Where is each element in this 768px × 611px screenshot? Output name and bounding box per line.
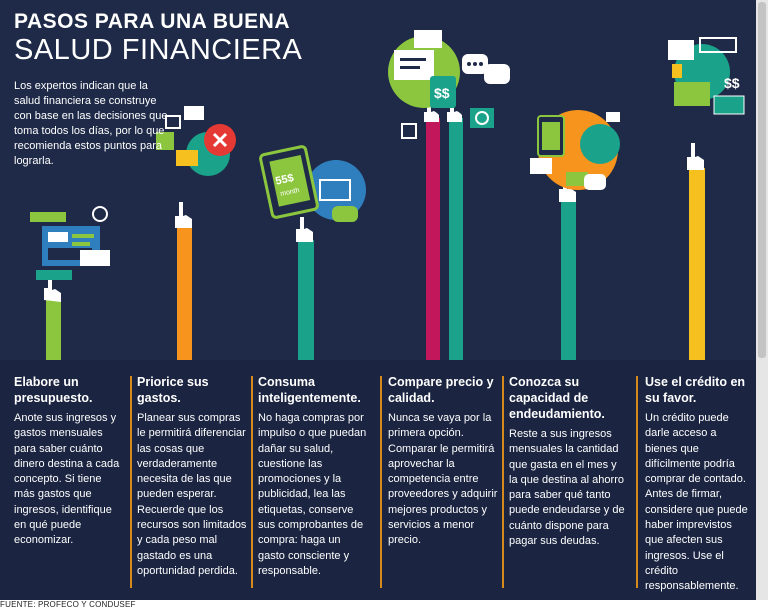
vertical-scrollbar[interactable] bbox=[756, 0, 768, 600]
step-5-heading: Conozca su capacidad de endeudamiento. bbox=[509, 375, 605, 421]
step-2: Priorice sus gastos. Planear sus compras… bbox=[137, 374, 247, 579]
divider bbox=[636, 376, 638, 588]
pole-orange-2 bbox=[177, 226, 192, 360]
credit-cluster: $$ bbox=[668, 37, 745, 115]
phone-amount: 55$ bbox=[274, 172, 294, 188]
step-2-body: Planear sus compras le permitirá diferen… bbox=[137, 412, 247, 577]
priorities-cluster bbox=[156, 106, 236, 176]
step-3-heading: Consuma inteligentemente. bbox=[258, 375, 361, 405]
step-2-heading: Priorice sus gastos. bbox=[137, 375, 209, 405]
divider bbox=[251, 376, 253, 588]
pole-green-1 bbox=[46, 298, 61, 360]
step-1: Elabore un presupuesto. Anote sus ingres… bbox=[14, 374, 124, 549]
title-line-2: SALUD FINANCIERA bbox=[14, 34, 303, 66]
compare-cluster: $$ bbox=[388, 30, 510, 139]
pole-teal-3 bbox=[298, 240, 314, 360]
source-credit: FUENTE: PROFECO Y CONDUSEF bbox=[0, 600, 136, 609]
intro-text: Los expertos indican que la salud financ… bbox=[14, 80, 168, 167]
money-symbol-2: $$ bbox=[724, 75, 740, 91]
pole-teal-5 bbox=[561, 200, 576, 360]
step-5: Conozca su capacidad de endeudamiento. R… bbox=[509, 374, 627, 549]
step-1-body: Anote sus ingresos y gastos mensuales pa… bbox=[14, 412, 120, 547]
steps-panel bbox=[0, 360, 756, 600]
budget-cluster bbox=[30, 206, 110, 280]
illustration: 55$ month $$ bbox=[30, 30, 745, 360]
title-line-1: PASOS PARA UNA BUENA bbox=[14, 10, 291, 33]
illustration-panel: 55$ month $$ bbox=[0, 0, 756, 360]
step-6-heading: Use el crédito en su favor. bbox=[645, 375, 746, 405]
shopping-cluster: 55$ month bbox=[259, 145, 366, 222]
pole-yellow-6 bbox=[689, 168, 705, 360]
footer: FUENTE: PROFECO Y CONDUSEF bbox=[0, 600, 768, 611]
step-5-body: Reste a sus ingresos mensuales la cantid… bbox=[509, 428, 625, 548]
divider bbox=[380, 376, 382, 588]
step-4-heading: Compare precio y calidad. bbox=[388, 375, 494, 405]
phone-label: month bbox=[280, 187, 301, 198]
pole-teal-4b bbox=[449, 118, 463, 360]
step-3-body: No haga compras por impulso o que puedan… bbox=[258, 412, 367, 577]
scrollbar-thumb[interactable] bbox=[758, 2, 766, 358]
step-6-body: Un crédito puede darle acceso a bienes q… bbox=[645, 412, 748, 593]
step-6: Use el crédito en su favor. Un crédito p… bbox=[645, 374, 751, 595]
step-4-body: Nunca se vaya por la primera opción. Com… bbox=[388, 412, 498, 547]
step-4: Compare precio y calidad. Nunca se vaya … bbox=[388, 374, 498, 549]
money-symbol-1: $$ bbox=[434, 85, 450, 101]
step-1-heading: Elabore un presupuesto. bbox=[14, 375, 93, 405]
debt-cluster bbox=[530, 110, 620, 190]
divider bbox=[130, 376, 132, 588]
step-3: Consuma inteligentemente. No haga compra… bbox=[258, 374, 368, 579]
pole-magenta-4 bbox=[426, 118, 440, 360]
divider bbox=[502, 376, 504, 588]
